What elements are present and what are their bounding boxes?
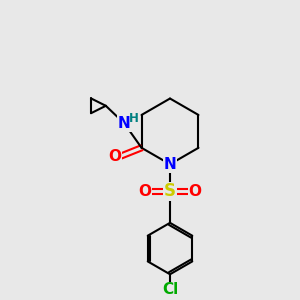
Text: O: O (188, 184, 201, 199)
Text: O: O (139, 184, 152, 199)
Text: S: S (164, 182, 176, 200)
Text: Cl: Cl (162, 283, 178, 298)
Text: N: N (164, 157, 176, 172)
Text: H: H (129, 112, 139, 125)
Text: N: N (118, 116, 131, 131)
Text: O: O (109, 149, 122, 164)
